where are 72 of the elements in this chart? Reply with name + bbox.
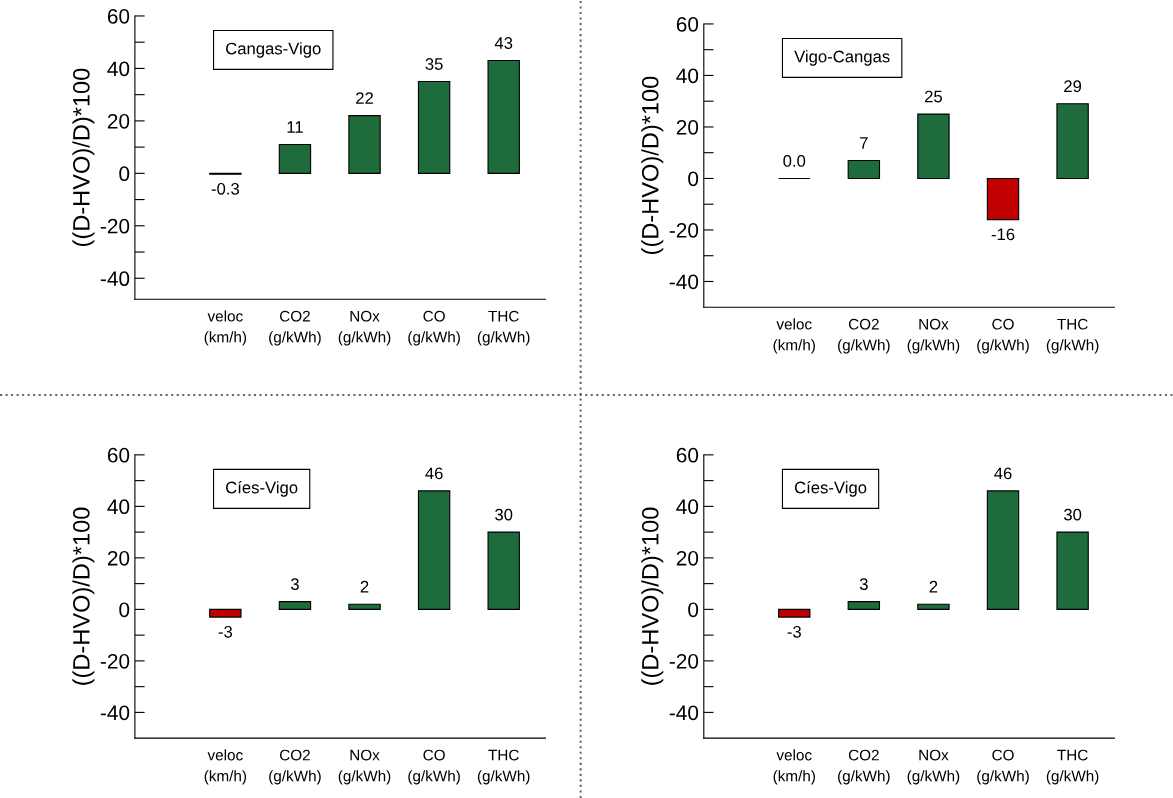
data-label: 35 (425, 58, 443, 70)
y-tick-label: 60 (676, 16, 699, 32)
y-tick-label: 60 (107, 447, 130, 463)
data-label: 0.0 (783, 155, 806, 167)
x-tick-label: veloc (km/h) (204, 310, 247, 346)
x-tick-label: CO2 (g/kWh) (269, 749, 321, 785)
data-label: 25 (925, 90, 942, 103)
y-tick-label: 40 (676, 499, 699, 515)
y-tick-label: -20 (100, 218, 130, 234)
data-label: 29 (1064, 80, 1082, 93)
y-tick-label: 40 (676, 68, 699, 84)
y-tick-label: 20 (676, 550, 699, 566)
x-tick-label: CO2 (g/kWh) (838, 749, 890, 785)
x-tick-label: THC (g/kWh) (477, 310, 530, 346)
data-label: 46 (994, 467, 1012, 480)
y-tick-label: 40 (107, 499, 130, 515)
x-tick-label: CO2 (g/kWh) (838, 318, 890, 354)
y-tick-label: -40 (100, 271, 130, 287)
x-tick-label: veloc (km/h) (204, 749, 247, 785)
text: Vigo-Cangas (794, 50, 890, 66)
data-label: 22 (356, 92, 373, 104)
data-label: 30 (1063, 508, 1082, 521)
x-tick-label: NOx (g/kWh) (338, 310, 391, 346)
x-tick-label: veloc (km/h) (773, 749, 815, 785)
y-tick-label: 0 (119, 602, 130, 618)
y-tick-label: 20 (107, 113, 130, 129)
data-label: 11 (287, 121, 303, 133)
y-axis-title: ((D-HVO)/D)*100 (72, 68, 95, 246)
data-label: -0.3 (211, 182, 239, 195)
y-tick-label: 20 (107, 550, 130, 566)
data-label: -16 (991, 228, 1015, 241)
x-tick-label: CO (g/kWh) (408, 310, 460, 346)
x-tick-label: CO (g/kWh) (977, 749, 1029, 785)
data-label: 3 (290, 578, 299, 591)
y-tick-label: 40 (107, 61, 130, 77)
data-label: 46 (425, 467, 443, 480)
data-label: 2 (360, 580, 369, 593)
data-label: 3 (859, 578, 868, 591)
y-tick-label: 0 (688, 171, 699, 187)
y-axis-title: ((D-HVO)/D)*100 (641, 507, 664, 685)
x-tick-label: CO2 (g/kWh) (269, 310, 321, 346)
x-tick-label: THC (g/kWh) (477, 749, 530, 785)
y-tick-label: 60 (676, 447, 699, 463)
y-tick-label: 20 (676, 119, 699, 135)
y-tick-label: -40 (669, 705, 699, 721)
data-label: 43 (494, 37, 513, 49)
text: Cíes-Vigo (794, 480, 867, 497)
y-tick-label: -20 (100, 653, 130, 669)
data-label: 30 (495, 508, 513, 521)
y-tick-label: -20 (669, 222, 699, 238)
text: Cíes-Vigo (226, 480, 298, 497)
data-label: 2 (929, 580, 938, 593)
data-label: 7 (860, 137, 868, 149)
x-tick-label: NOx (g/kWh) (907, 749, 960, 785)
x-tick-label: NOx (g/kWh) (338, 749, 391, 785)
y-axis-title: ((D-HVO)/D)*100 (641, 76, 664, 254)
y-tick-label: -40 (669, 274, 699, 290)
y-tick-label: -40 (100, 705, 130, 721)
text: Cangas-Vigo (226, 42, 321, 58)
data-label: -3 (787, 625, 801, 638)
y-tick-label: 60 (107, 8, 130, 24)
data-label: -3 (218, 625, 233, 638)
y-tick-label: -20 (669, 653, 699, 669)
x-tick-label: THC (g/kWh) (1046, 318, 1099, 354)
x-tick-label: NOx (g/kWh) (907, 318, 960, 354)
x-tick-label: CO (g/kWh) (408, 749, 460, 785)
y-tick-label: 0 (119, 166, 130, 182)
x-tick-label: veloc (km/h) (773, 318, 815, 354)
x-tick-label: THC (g/kWh) (1046, 749, 1099, 785)
y-axis-title: ((D-HVO)/D)*100 (72, 507, 95, 685)
x-tick-label: CO (g/kWh) (977, 318, 1029, 354)
y-tick-label: 0 (688, 602, 699, 618)
